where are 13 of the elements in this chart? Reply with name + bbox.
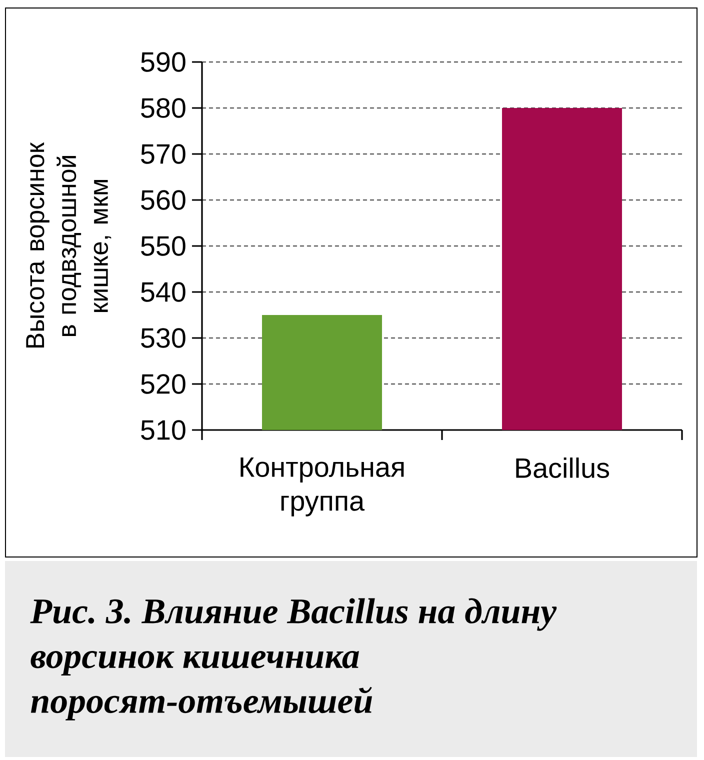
y-tick-label: 540 (141, 282, 186, 302)
x-tick-label: Bacillus (516, 458, 610, 478)
y-tick-label: 520 (141, 374, 186, 394)
y-tick-label: 550 (141, 236, 186, 256)
x-tick-label: Контрольная группа (240, 458, 404, 516)
text: Рис. 3. Влияние Bacillus на длину ворсинок кишечника поросят-отъемышей (30, 598, 557, 720)
y-tick-label: 580 (141, 98, 186, 118)
y-tick-label: 530 (141, 328, 186, 348)
y-tick-label: 560 (141, 190, 186, 210)
y-tick-label: 590 (141, 52, 186, 72)
y-axis-title: Высота ворсинок в подвздошной кишке, мкм (26, 142, 112, 348)
y-tick-label: 510 (141, 420, 186, 440)
y-tick-label: 570 (141, 144, 186, 164)
